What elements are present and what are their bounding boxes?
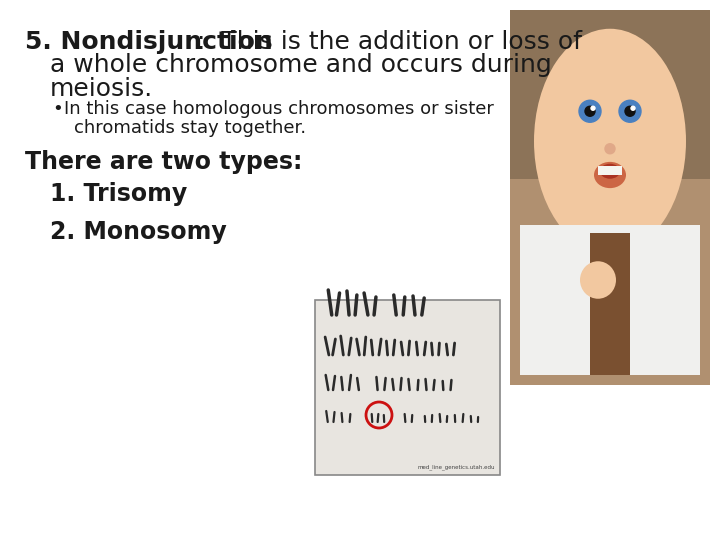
Bar (590, 233, 630, 375)
Ellipse shape (600, 164, 620, 179)
Circle shape (605, 144, 615, 154)
Circle shape (585, 106, 595, 116)
Text: 1. Trisomy: 1. Trisomy (50, 182, 187, 206)
Text: 5. Nondisjunction: 5. Nondisjunction (25, 30, 273, 54)
Text: a whole chromosome and occurs during: a whole chromosome and occurs during (50, 53, 552, 77)
Ellipse shape (580, 261, 616, 299)
Bar (315, 300, 500, 475)
Bar (598, 166, 622, 175)
Bar (510, 10, 710, 385)
Circle shape (591, 106, 595, 110)
Text: In this case homologous chromosomes or sister: In this case homologous chromosomes or s… (64, 100, 494, 118)
Text: 2. Monosomy: 2. Monosomy (50, 220, 227, 244)
Text: chromatids stay together.: chromatids stay together. (74, 119, 306, 137)
Text: med_line_genetics.utah.edu: med_line_genetics.utah.edu (418, 464, 495, 470)
Ellipse shape (594, 162, 626, 188)
Circle shape (631, 106, 635, 110)
Circle shape (579, 100, 601, 122)
Ellipse shape (534, 29, 686, 254)
Bar (510, 179, 710, 385)
Text: meiosis.: meiosis. (50, 77, 153, 101)
Circle shape (619, 100, 641, 122)
Text: •: • (52, 100, 63, 118)
Bar (520, 225, 700, 375)
Circle shape (625, 106, 635, 116)
Text: There are two types:: There are two types: (25, 150, 302, 174)
Text: :  This is the addition or loss of: : This is the addition or loss of (197, 30, 582, 54)
